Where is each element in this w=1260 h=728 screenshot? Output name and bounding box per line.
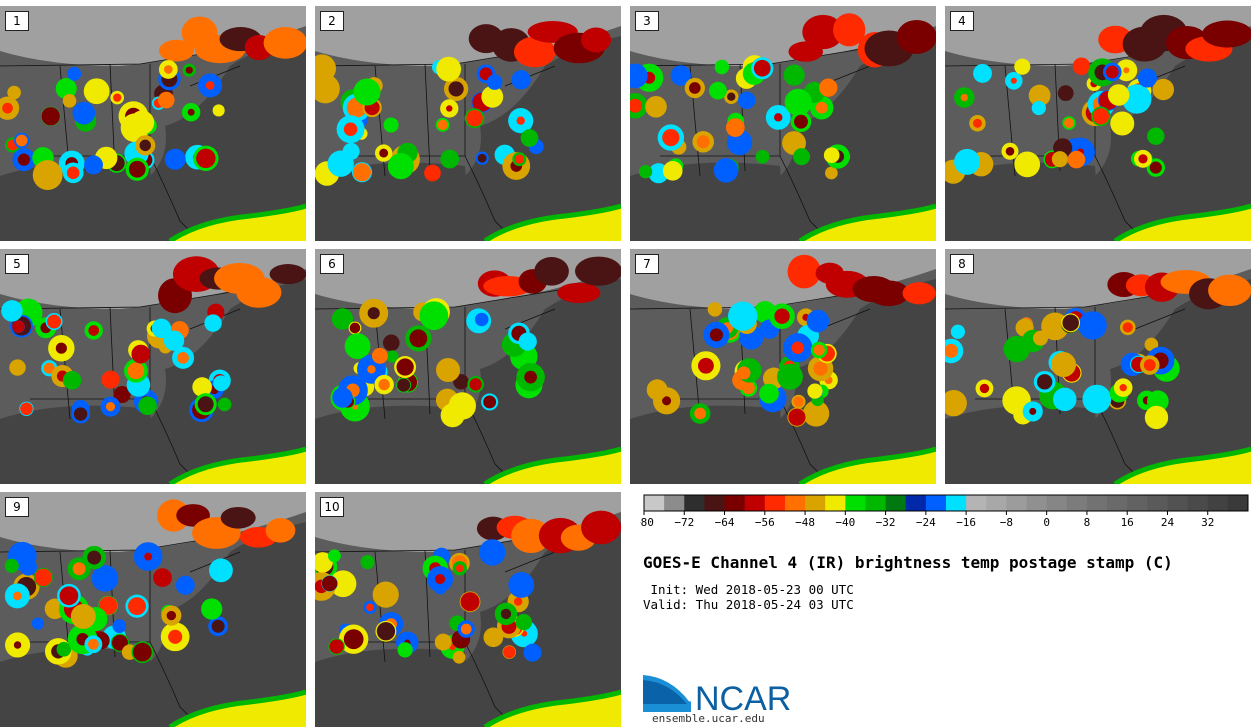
colorbar-tick-label: −40 bbox=[835, 516, 855, 529]
forecast-panel: 8 bbox=[945, 249, 1251, 484]
ir-map bbox=[0, 492, 306, 727]
colorbar-bin bbox=[1187, 495, 1209, 511]
colorbar-tick-label: 32 bbox=[1201, 516, 1214, 529]
colorbar-bin bbox=[905, 495, 927, 511]
colorbar-bin bbox=[1127, 495, 1148, 511]
forecast-panel: 6 bbox=[315, 249, 621, 484]
ir-map bbox=[315, 492, 621, 727]
panel-number: 4 bbox=[950, 11, 974, 31]
ir-map bbox=[630, 249, 936, 484]
ir-map bbox=[315, 249, 621, 484]
panel-number: 5 bbox=[5, 254, 29, 274]
panel-number: 6 bbox=[320, 254, 344, 274]
colorbar-tick-label: 0 bbox=[1043, 516, 1050, 529]
colorbar-bin bbox=[1006, 495, 1028, 511]
colorbar-bin bbox=[1167, 495, 1189, 511]
ir-map bbox=[945, 6, 1251, 241]
colorbar-bin bbox=[1227, 495, 1249, 511]
ir-map bbox=[630, 6, 936, 241]
logo-url: ensemble.ucar.edu bbox=[652, 712, 765, 725]
colorbar-tick-label: 16 bbox=[1121, 516, 1134, 529]
colorbar-bin bbox=[744, 495, 766, 511]
logo-text: NCAR bbox=[695, 680, 791, 714]
panel-number: 7 bbox=[635, 254, 659, 274]
colorbar-bin bbox=[644, 495, 665, 511]
panel-number: 10 bbox=[320, 497, 344, 517]
colorbar-bin bbox=[1086, 495, 1108, 511]
colorbar-bin bbox=[805, 495, 826, 511]
panel-number: 9 bbox=[5, 497, 29, 517]
ir-map bbox=[0, 249, 306, 484]
init-time: Init: Wed 2018-05-23 00 UTC bbox=[643, 582, 854, 597]
ncar-logo: NCAR bbox=[643, 673, 791, 714]
forecast-panel: 3 bbox=[630, 6, 936, 241]
colorbar-tick-label: −24 bbox=[916, 516, 936, 529]
colorbar-tick-label: −56 bbox=[755, 516, 775, 529]
valid-time: Valid: Thu 2018-05-24 03 UTC bbox=[643, 597, 854, 612]
colorbar-tick-label: −72 bbox=[674, 516, 694, 529]
colorbar-bin bbox=[966, 495, 987, 511]
forecast-panel: 4 bbox=[945, 6, 1251, 241]
panel-number: 1 bbox=[5, 11, 29, 31]
ir-map bbox=[945, 249, 1251, 484]
colorbar-bin bbox=[885, 495, 907, 511]
forecast-panel: 2 bbox=[315, 6, 621, 241]
colorbar-bin bbox=[865, 495, 887, 511]
colorbar-tick-label: −64 bbox=[715, 516, 735, 529]
forecast-panel: 9 bbox=[0, 492, 306, 727]
colorbar-bin bbox=[1107, 495, 1128, 511]
panel-number: 2 bbox=[320, 11, 344, 31]
ir-map bbox=[0, 6, 306, 241]
colorbar-bin bbox=[784, 495, 806, 511]
panel-number: 3 bbox=[635, 11, 659, 31]
colorbar-bin bbox=[724, 495, 746, 511]
colorbar-bin bbox=[1026, 495, 1048, 511]
colorbar-tick-label: −16 bbox=[956, 516, 976, 529]
forecast-panel: 7 bbox=[630, 249, 936, 484]
panel-number: 8 bbox=[950, 254, 974, 274]
colorbar-bin bbox=[684, 495, 705, 511]
colorbar-bin bbox=[925, 495, 947, 511]
colorbar-bin bbox=[664, 495, 685, 511]
colorbar-bin bbox=[1147, 495, 1168, 511]
colorbar-bin bbox=[1046, 495, 1068, 511]
colorbar-bin bbox=[1207, 495, 1229, 511]
colorbar-bin bbox=[704, 495, 726, 511]
colorbar-bin bbox=[1066, 495, 1088, 511]
colorbar-bin bbox=[764, 495, 786, 511]
colorbar-tick-label: 24 bbox=[1161, 516, 1175, 529]
colorbar-tick-label: −80 bbox=[640, 516, 654, 529]
colorbar-tick-label: 8 bbox=[1084, 516, 1091, 529]
figure-title: GOES-E Channel 4 (IR) brightness temp po… bbox=[643, 553, 1173, 572]
ir-map bbox=[315, 6, 621, 241]
forecast-panel: 10 bbox=[315, 492, 621, 727]
colorbar-bin bbox=[825, 495, 846, 511]
colorbar-tick-label: −48 bbox=[795, 516, 815, 529]
colorbar-bin bbox=[946, 495, 967, 511]
colorbar-bin bbox=[986, 495, 1007, 511]
forecast-panel: 5 bbox=[0, 249, 306, 484]
colorbar-tick-label: −32 bbox=[876, 516, 896, 529]
forecast-panel: 1 bbox=[0, 6, 306, 241]
colorbar-outline bbox=[643, 494, 1249, 512]
colorbar-tick-label: −8 bbox=[1000, 516, 1013, 529]
colorbar-bin bbox=[845, 495, 866, 511]
